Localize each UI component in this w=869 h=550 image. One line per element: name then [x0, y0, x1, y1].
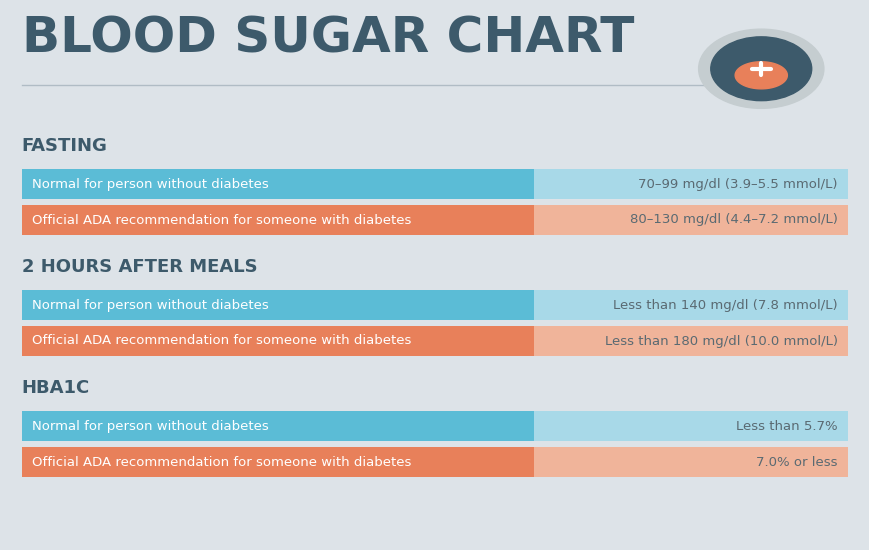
Text: Official ADA recommendation for someone with diabetes: Official ADA recommendation for someone …: [32, 213, 411, 227]
FancyBboxPatch shape: [534, 205, 847, 235]
Text: BLOOD SUGAR CHART: BLOOD SUGAR CHART: [22, 14, 634, 63]
Text: 2 HOURS AFTER MEALS: 2 HOURS AFTER MEALS: [22, 258, 257, 276]
Text: Official ADA recommendation for someone with diabetes: Official ADA recommendation for someone …: [32, 334, 411, 348]
FancyBboxPatch shape: [534, 290, 847, 320]
Polygon shape: [734, 62, 786, 89]
Text: 70–99 mg/dl (3.9–5.5 mmol/L): 70–99 mg/dl (3.9–5.5 mmol/L): [638, 178, 837, 191]
Text: HBA1C: HBA1C: [22, 379, 90, 397]
FancyBboxPatch shape: [22, 169, 534, 199]
FancyBboxPatch shape: [534, 326, 847, 356]
FancyBboxPatch shape: [534, 169, 847, 199]
Text: FASTING: FASTING: [22, 137, 108, 155]
Circle shape: [698, 29, 823, 108]
Text: Less than 180 mg/dl (10.0 mmol/L): Less than 180 mg/dl (10.0 mmol/L): [604, 334, 837, 348]
Text: Less than 5.7%: Less than 5.7%: [735, 420, 837, 433]
FancyBboxPatch shape: [534, 411, 847, 441]
Text: 7.0% or less: 7.0% or less: [755, 455, 837, 469]
FancyBboxPatch shape: [22, 447, 534, 477]
Text: Less than 140 mg/dl (7.8 mmol/L): Less than 140 mg/dl (7.8 mmol/L): [613, 299, 837, 312]
Text: Normal for person without diabetes: Normal for person without diabetes: [32, 299, 269, 312]
FancyBboxPatch shape: [22, 411, 534, 441]
Text: Official ADA recommendation for someone with diabetes: Official ADA recommendation for someone …: [32, 455, 411, 469]
Text: Normal for person without diabetes: Normal for person without diabetes: [32, 178, 269, 191]
Text: Normal for person without diabetes: Normal for person without diabetes: [32, 420, 269, 433]
Circle shape: [710, 37, 811, 101]
Text: 80–130 mg/dl (4.4–7.2 mmol/L): 80–130 mg/dl (4.4–7.2 mmol/L): [629, 213, 837, 227]
FancyBboxPatch shape: [22, 290, 534, 320]
FancyBboxPatch shape: [22, 326, 534, 356]
FancyBboxPatch shape: [22, 205, 534, 235]
FancyBboxPatch shape: [534, 447, 847, 477]
